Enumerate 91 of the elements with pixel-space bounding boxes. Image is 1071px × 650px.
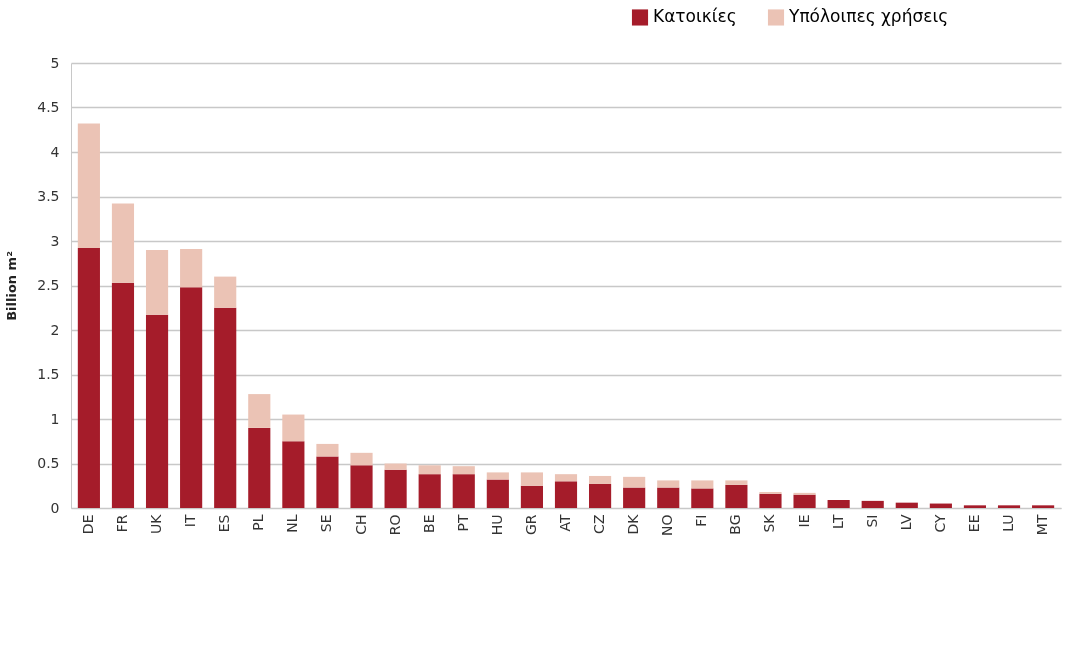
x-tick-label: AT [557,514,573,532]
x-tick-label: SK [761,513,778,533]
x-tick-label: PT [454,514,471,532]
x-tick-label: FI [693,514,710,527]
bar [350,452,373,466]
bar [316,443,339,457]
bar [384,469,407,508]
x-tick-label: DE [79,514,96,535]
bar [657,487,680,508]
x-tick-label: LT [829,514,846,529]
y-axis-title: Billion m² [4,251,20,321]
x-tick-label: NL [284,514,301,533]
bar [963,505,987,508]
x-tick-label: CH [352,514,369,535]
bar [793,494,816,508]
x-tick-label: CZ [591,514,608,534]
x-tick-label: UK [148,513,165,534]
x-tick-label: NO [659,514,676,536]
bar [827,499,850,508]
bar [145,249,169,315]
bar [214,307,237,508]
bar [759,493,782,508]
bar [1032,505,1055,508]
bar [316,456,339,508]
bar [77,248,100,508]
y-tick-label: 4 [50,143,60,160]
bar [111,203,135,283]
bar [554,481,578,508]
x-tick-label: SI [863,514,880,528]
bar [486,479,509,508]
x-tick-label: RO [386,514,403,536]
bar [77,123,100,249]
bar [520,472,543,486]
x-tick-label: ES [216,514,233,533]
bar [145,314,169,508]
bar [418,474,441,508]
x-tick-label: SE [318,514,335,533]
x-tick-label: CY [931,514,948,533]
x-tick-label: MT [1034,514,1051,536]
y-tick-label: 0.5 [37,455,60,471]
y-tick-label: 3.5 [37,188,60,204]
bar [248,394,271,428]
bar [623,487,646,508]
x-tick-label: LU [1000,514,1017,532]
y-tick-label: 0 [50,499,60,516]
x-tick-label: LV [897,514,914,531]
x-tick-label: PL [250,514,267,531]
bar [486,472,509,480]
y-tick-label: 5 [50,54,60,71]
bar [418,465,441,475]
y-tick-label: 1 [50,410,60,427]
bar [452,466,475,475]
bar [725,484,748,508]
x-tick-label: DK [625,513,642,535]
bar [214,276,237,308]
bar [997,505,1021,508]
bar [554,474,578,482]
bar [861,500,884,508]
bar [589,483,612,508]
x-tick-label: HU [488,514,505,536]
bar [589,475,612,484]
x-tick-label: IT [182,514,199,528]
y-tick-label: 2.5 [37,277,60,293]
y-tick-label: 1.5 [37,366,60,382]
x-tick-label: GR [522,514,539,536]
y-tick-label: 4.5 [37,99,60,115]
bar [180,287,203,508]
bar [691,480,714,489]
bar [350,465,373,508]
bar [282,414,305,442]
x-tick-label: IE [795,514,812,528]
bar [657,480,680,488]
y-tick-label: 2 [50,321,60,338]
x-tick-label: BG [727,514,744,535]
bar [691,488,714,508]
bar [725,480,748,485]
x-tick-label: EE [965,514,982,533]
y-tick-label: 3 [50,232,60,249]
legend-label: Υπόλοιπες χρήσεις [788,6,949,27]
bar [111,282,135,508]
x-tick-label: FR [113,514,130,533]
bar [452,474,475,508]
x-tick-label: BE [420,514,437,533]
bar [895,502,918,508]
bar [384,463,407,470]
bar [248,427,271,508]
bar [520,485,543,508]
bar [623,476,646,488]
legend-label: Κατοικίες [653,6,737,27]
bar [282,441,305,508]
bar [180,249,203,288]
